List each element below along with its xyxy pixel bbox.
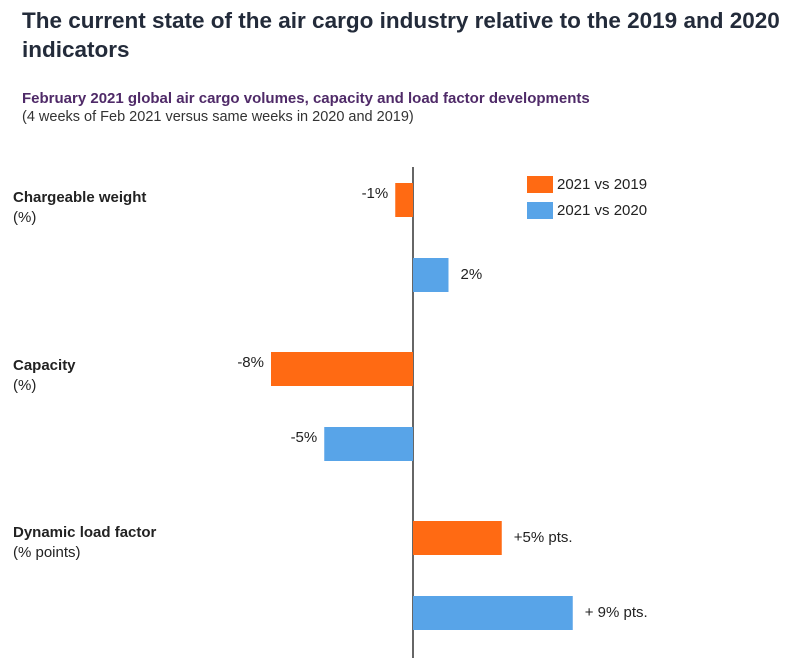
category-unit: (% points) (13, 544, 81, 561)
category-name: Dynamic load factor (13, 524, 157, 541)
legend-label: 2021 vs 2020 (557, 201, 648, 219)
bar-2021-vs-2020-1 (324, 427, 413, 461)
category-label-dynamic-load-factor: Dynamic load factor (% points) (13, 523, 156, 563)
data-label: -1% (362, 185, 389, 202)
legend-label: 2021 vs 2019 (557, 175, 648, 193)
category-name: Chargeable weight (13, 189, 147, 206)
data-label: -5% (291, 429, 318, 446)
bar-2021-vs-2019-1 (271, 352, 413, 386)
chart-subtitle: February 2021 global air cargo volumes, … (22, 90, 590, 107)
legend-swatch (527, 175, 553, 193)
chart-title: The current state of the air cargo indus… (22, 8, 780, 62)
chart-note: (4 weeks of Feb 2021 versus same weeks i… (22, 109, 414, 125)
bar-2021-vs-2020-2 (413, 596, 573, 630)
legend-item-2021-vs-2020: 2021 vs 2020 (527, 201, 647, 219)
category-label-chargeable-weight: Chargeable weight (%) (13, 188, 146, 228)
category-label-capacity: Capacity (%) (13, 356, 76, 396)
category-name: Capacity (13, 357, 76, 374)
category-unit: (%) (13, 377, 37, 394)
data-label: 2% (461, 266, 483, 283)
legend-swatch (527, 201, 553, 219)
bar-2021-vs-2020-0 (413, 258, 449, 292)
data-label: + 9% pts. (585, 604, 648, 621)
data-label: +5% pts. (514, 529, 573, 546)
category-unit: (%) (13, 209, 37, 226)
data-label: -8% (237, 354, 264, 371)
bar-2021-vs-2019-0 (395, 183, 413, 217)
legend-item-2021-vs-2019: 2021 vs 2019 (527, 175, 647, 193)
bar-2021-vs-2019-2 (413, 521, 502, 555)
